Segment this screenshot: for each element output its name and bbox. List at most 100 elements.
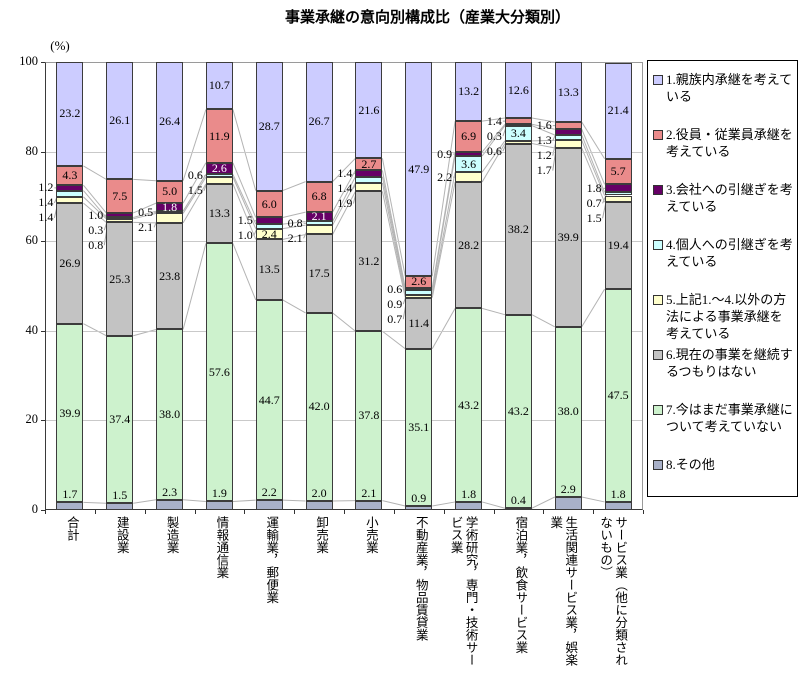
legend-item: 1.親族内承継を考えている — [653, 71, 794, 105]
bar-segment — [205, 501, 233, 510]
data-label: 0.6 — [486, 143, 502, 158]
bar-segment — [455, 156, 483, 173]
connector-line — [481, 143, 506, 183]
connector-line — [481, 125, 506, 157]
bar-segment — [604, 289, 632, 502]
data-label: 43.2 — [458, 397, 480, 412]
bar-segment — [405, 276, 433, 288]
bar-segment — [106, 503, 134, 510]
connector-line — [282, 499, 306, 502]
connector-line — [531, 125, 555, 136]
bar-segment — [554, 135, 582, 141]
legend-swatch — [653, 405, 663, 415]
bar-segment — [56, 185, 84, 191]
bar-segment — [405, 62, 433, 277]
data-label: 28.2 — [458, 237, 480, 252]
bar-segment — [355, 176, 383, 183]
y-axis-label: 80 — [25, 143, 39, 158]
data-label: 37.4 — [109, 411, 131, 426]
data-label: 0.7 — [387, 311, 403, 326]
connector-line — [232, 162, 257, 218]
connector-line — [332, 157, 356, 182]
y-axis-label: 100 — [19, 54, 38, 68]
connector-line — [531, 314, 555, 328]
data-label: 13.2 — [458, 84, 480, 99]
data-label: 25.3 — [109, 271, 131, 286]
data-label: 1.4 — [486, 113, 502, 128]
connector-line — [381, 176, 406, 291]
y-axis-label: 60 — [25, 233, 39, 248]
y-axis-tick — [41, 510, 45, 511]
connector-line — [133, 178, 157, 182]
bar-segment — [255, 62, 283, 191]
x-axis-tick — [194, 510, 196, 514]
data-label: 2.4 — [261, 226, 277, 241]
bar-segment — [255, 224, 283, 229]
connector-line — [581, 129, 606, 185]
bar-segment — [255, 299, 283, 501]
connector-line — [581, 288, 606, 328]
bar-segment — [554, 62, 582, 123]
bar-segment — [205, 174, 233, 178]
data-label: 13.3 — [557, 84, 579, 99]
data-label: 23.2 — [59, 106, 81, 121]
connector-line — [332, 170, 356, 213]
bar-segment — [156, 213, 184, 223]
x-axis-tick — [593, 510, 595, 514]
x-axis-tick — [493, 510, 495, 514]
legend-label: 3.会社への引継ぎを考えている — [666, 182, 793, 214]
bar-segment — [604, 202, 632, 290]
gridline — [46, 241, 642, 243]
bar-segment — [156, 499, 184, 510]
x-axis-tick — [443, 510, 445, 514]
data-label: 3.4 — [510, 125, 526, 140]
bar-segment — [106, 179, 134, 213]
legend-label: 8.その他 — [666, 457, 715, 472]
connector-line — [531, 123, 555, 130]
data-label: 57.6 — [208, 364, 230, 379]
data-label: 2.6 — [211, 161, 227, 176]
x-axis-category-label: 不動産業，物品賃貸業 — [413, 516, 428, 641]
data-label: 4.3 — [62, 168, 78, 183]
y-axis-label: 0 — [31, 502, 38, 516]
data-label: 11.4 — [408, 315, 430, 330]
connector-line — [431, 121, 456, 277]
data-label: 0.7 — [586, 195, 602, 210]
connector-line — [183, 499, 206, 502]
data-label: 26.9 — [59, 255, 81, 270]
data-label: 42.0 — [308, 399, 330, 414]
y-axis-unit-label: (%) — [50, 38, 70, 53]
connector-line — [332, 176, 356, 222]
data-label: 2.2 — [261, 485, 277, 500]
connector-line — [83, 501, 107, 504]
x-axis-category-label: 合計 — [64, 516, 79, 541]
bar-segment — [106, 222, 134, 336]
bar-segment — [156, 329, 184, 500]
plot-area — [45, 62, 643, 510]
data-label: 26.4 — [159, 114, 181, 129]
y-axis-tick — [41, 62, 45, 63]
bar-segment — [604, 501, 632, 510]
bar-segment — [305, 181, 333, 213]
y-axis-tick — [41, 241, 45, 243]
connector-line — [382, 330, 406, 350]
data-label: 2.2 — [437, 169, 453, 184]
data-label: 37.8 — [358, 408, 380, 423]
connector-line — [182, 183, 207, 224]
bar-segment — [106, 217, 134, 220]
connector-line — [133, 212, 157, 220]
bar-segment — [554, 497, 582, 510]
data-label: 13.3 — [208, 206, 230, 221]
data-label: 1.0 — [88, 207, 104, 222]
data-label: 1.8 — [586, 180, 602, 195]
connector-line — [182, 109, 207, 181]
gridline — [46, 420, 642, 422]
x-axis-tick — [643, 510, 644, 514]
bar-segment — [156, 222, 184, 330]
data-label: 38.0 — [159, 407, 181, 422]
bar-segment — [305, 221, 333, 226]
data-label: 1.2 — [38, 180, 54, 195]
data-label: 0.3 — [88, 222, 104, 237]
x-axis-tick — [543, 510, 545, 514]
x-axis-category-label: 生活関連サービス業，娯楽業 — [548, 516, 578, 666]
